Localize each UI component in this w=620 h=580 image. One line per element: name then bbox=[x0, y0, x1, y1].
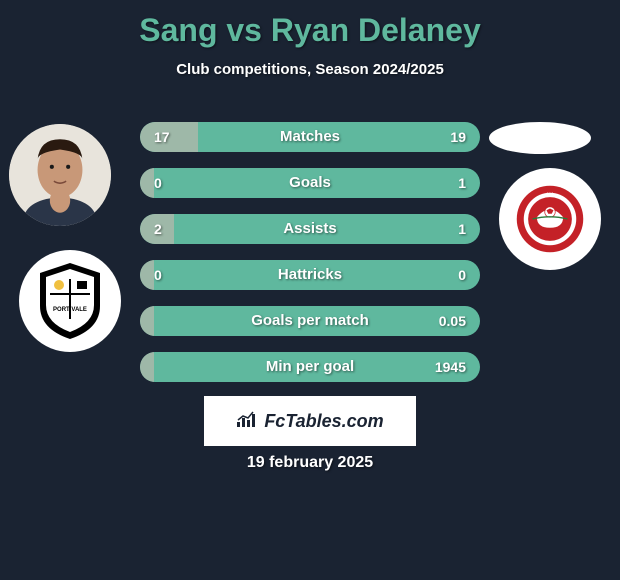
stat-right-value: 1 bbox=[458, 168, 466, 198]
stat-right-value: 19 bbox=[450, 122, 466, 152]
brand-watermark: FcTables.com bbox=[204, 396, 416, 446]
brand-chart-icon bbox=[236, 410, 258, 433]
stat-row: Goals per match0.05 bbox=[140, 306, 480, 336]
comparison-subtitle: Club competitions, Season 2024/2025 bbox=[0, 61, 620, 78]
stat-row: 2Assists1 bbox=[140, 214, 480, 244]
stat-right-value: 0.05 bbox=[439, 306, 466, 336]
stat-label: Assists bbox=[140, 214, 480, 244]
player1-club-badge: PORT VALE bbox=[19, 250, 121, 352]
stat-right-value: 1 bbox=[458, 214, 466, 244]
stat-label: Min per goal bbox=[140, 352, 480, 382]
stat-label: Goals per match bbox=[140, 306, 480, 336]
stat-row: 0Hattricks0 bbox=[140, 260, 480, 290]
player1-avatar bbox=[9, 124, 111, 226]
stat-row: 0Goals1 bbox=[140, 168, 480, 198]
stat-row: Min per goal1945 bbox=[140, 352, 480, 382]
player2-avatar bbox=[489, 122, 591, 154]
stat-label: Hattricks bbox=[140, 260, 480, 290]
stats-container: 17Matches190Goals12Assists10Hattricks0Go… bbox=[140, 122, 480, 398]
stat-right-value: 0 bbox=[458, 260, 466, 290]
svg-text:PORT VALE: PORT VALE bbox=[53, 307, 87, 313]
stat-label: Goals bbox=[140, 168, 480, 198]
stat-label: Matches bbox=[140, 122, 480, 152]
svg-text:· · ·: · · · bbox=[547, 191, 554, 196]
stat-row: 17Matches19 bbox=[140, 122, 480, 152]
player2-club-badge: · · · bbox=[499, 168, 601, 270]
comparison-title: Sang vs Ryan Delaney bbox=[0, 0, 620, 49]
brand-text: FcTables.com bbox=[264, 411, 383, 432]
comparison-date: 19 february 2025 bbox=[0, 454, 620, 472]
stat-right-value: 1945 bbox=[435, 352, 466, 382]
